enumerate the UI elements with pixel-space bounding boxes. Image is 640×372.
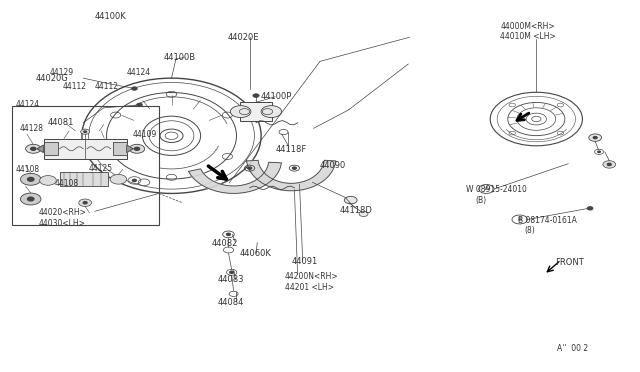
Bar	[44, 142, 58, 155]
Circle shape	[110, 174, 127, 184]
Circle shape	[134, 147, 140, 150]
Text: 44082: 44082	[211, 239, 237, 248]
Text: 44112: 44112	[63, 82, 87, 91]
Polygon shape	[127, 145, 133, 153]
Circle shape	[20, 173, 41, 185]
Circle shape	[593, 137, 597, 139]
Circle shape	[588, 207, 593, 210]
Text: W 08915-24010: W 08915-24010	[466, 185, 527, 194]
Circle shape	[132, 179, 136, 182]
Text: 44129: 44129	[50, 68, 74, 77]
Circle shape	[40, 176, 56, 185]
Text: 44020<RH>: 44020<RH>	[38, 208, 86, 217]
Text: W: W	[484, 186, 490, 192]
Text: 44060K: 44060K	[240, 249, 272, 258]
Text: 44084: 44084	[218, 298, 244, 307]
Bar	[113, 142, 127, 155]
Circle shape	[589, 134, 602, 141]
Circle shape	[28, 197, 34, 201]
Text: 44000M<RH>: 44000M<RH>	[500, 22, 555, 31]
Text: 44118D: 44118D	[339, 206, 372, 215]
Circle shape	[83, 202, 87, 204]
Circle shape	[359, 211, 368, 217]
Text: 44124: 44124	[127, 68, 151, 77]
Text: FRONT: FRONT	[556, 258, 584, 267]
Text: 44020E: 44020E	[227, 33, 259, 42]
Text: 44124: 44124	[16, 100, 40, 109]
Circle shape	[31, 147, 36, 150]
Text: 44201 <LH>: 44201 <LH>	[285, 283, 334, 292]
Text: 44081: 44081	[48, 118, 74, 127]
Text: B: B	[517, 217, 522, 222]
Circle shape	[248, 167, 252, 169]
Circle shape	[230, 271, 234, 273]
Circle shape	[84, 131, 86, 132]
Bar	[240, 102, 272, 121]
Circle shape	[81, 129, 90, 134]
Text: 44128: 44128	[19, 124, 44, 133]
Circle shape	[227, 233, 230, 235]
Circle shape	[26, 144, 41, 153]
Circle shape	[137, 103, 142, 106]
Text: 44090: 44090	[320, 161, 346, 170]
Circle shape	[132, 87, 137, 90]
Text: B 08174-0161A: B 08174-0161A	[518, 216, 577, 225]
Circle shape	[230, 106, 251, 118]
Circle shape	[253, 94, 259, 97]
Text: 44083: 44083	[218, 275, 244, 284]
Text: 44091: 44091	[291, 257, 317, 266]
Circle shape	[292, 167, 296, 169]
Text: 44100B: 44100B	[163, 53, 195, 62]
Text: 44200N<RH>: 44200N<RH>	[285, 272, 339, 280]
Text: 44020G: 44020G	[35, 74, 68, 83]
Circle shape	[129, 144, 145, 153]
Bar	[12, 106, 159, 225]
Circle shape	[28, 177, 34, 181]
Text: (B): (B)	[475, 196, 486, 205]
Bar	[44, 139, 127, 159]
Text: 44100P: 44100P	[261, 92, 292, 101]
Text: 44109: 44109	[133, 130, 157, 139]
Circle shape	[603, 161, 616, 168]
Circle shape	[598, 151, 600, 153]
Text: 44118F: 44118F	[275, 145, 307, 154]
Text: 44108: 44108	[16, 165, 40, 174]
Text: 44030<LH>: 44030<LH>	[38, 219, 85, 228]
Text: 44125: 44125	[88, 164, 113, 173]
Text: 44108: 44108	[54, 179, 79, 187]
Circle shape	[344, 196, 357, 204]
Circle shape	[20, 193, 41, 205]
Text: 44112: 44112	[95, 82, 119, 91]
Circle shape	[607, 163, 611, 166]
Text: (8): (8)	[525, 226, 536, 235]
Polygon shape	[37, 145, 44, 153]
Text: A''  00 2: A'' 00 2	[557, 344, 588, 353]
Text: 44100K: 44100K	[95, 12, 127, 21]
Circle shape	[261, 106, 282, 118]
Bar	[60, 172, 108, 186]
Polygon shape	[189, 162, 282, 193]
Text: 44010M <LH>: 44010M <LH>	[500, 32, 556, 41]
Polygon shape	[246, 160, 336, 191]
Circle shape	[79, 199, 92, 206]
